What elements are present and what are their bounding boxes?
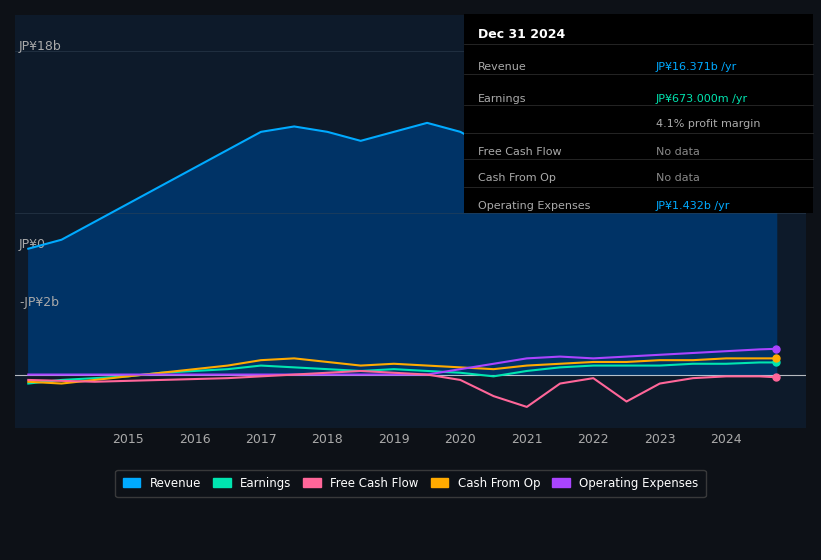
Legend: Revenue, Earnings, Free Cash Flow, Cash From Op, Operating Expenses: Revenue, Earnings, Free Cash Flow, Cash … [116, 470, 705, 497]
Text: Free Cash Flow: Free Cash Flow [478, 147, 562, 157]
Text: Dec 31 2024: Dec 31 2024 [478, 28, 565, 41]
Text: Earnings: Earnings [478, 94, 526, 104]
Text: JP¥18b: JP¥18b [19, 40, 62, 53]
Text: -JP¥2b: -JP¥2b [19, 296, 59, 309]
Text: JP¥0: JP¥0 [19, 238, 46, 251]
Text: No data: No data [656, 147, 699, 157]
Text: Revenue: Revenue [478, 62, 526, 72]
Text: JP¥673.000m /yr: JP¥673.000m /yr [656, 94, 748, 104]
Text: JP¥1.432b /yr: JP¥1.432b /yr [656, 201, 730, 211]
Text: 4.1% profit margin: 4.1% profit margin [656, 119, 760, 129]
Text: Cash From Op: Cash From Op [478, 173, 556, 183]
Text: Operating Expenses: Operating Expenses [478, 201, 590, 211]
Text: No data: No data [656, 173, 699, 183]
Text: JP¥16.371b /yr: JP¥16.371b /yr [656, 62, 737, 72]
